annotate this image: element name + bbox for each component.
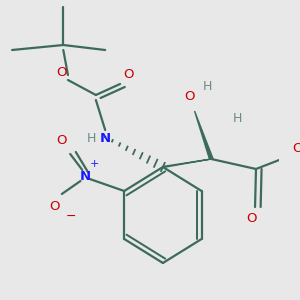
Text: O: O: [246, 212, 256, 226]
Text: O: O: [123, 68, 134, 82]
Text: N: N: [80, 169, 91, 182]
Text: +: +: [90, 159, 99, 169]
Text: H: H: [203, 80, 212, 94]
Text: N: N: [100, 133, 111, 146]
Text: O: O: [184, 89, 195, 103]
Text: H: H: [233, 112, 242, 125]
Polygon shape: [163, 159, 211, 167]
Text: H: H: [86, 133, 96, 146]
Text: O: O: [49, 200, 60, 212]
Polygon shape: [194, 111, 213, 159]
Text: O: O: [57, 134, 67, 146]
Text: −: −: [66, 209, 76, 223]
Text: O: O: [292, 142, 300, 155]
Text: O: O: [56, 65, 67, 79]
